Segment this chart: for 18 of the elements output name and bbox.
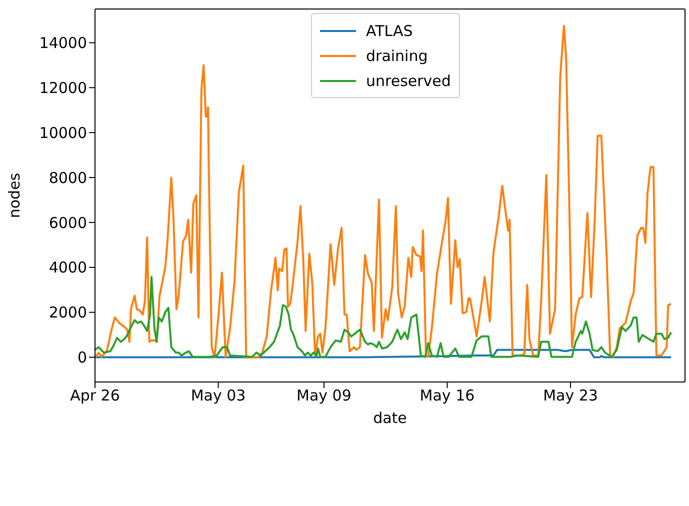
y-tick-label: 12000 [39,78,87,97]
y-axis-title: nodes [5,172,24,218]
legend-label: ATLAS [366,22,413,40]
x-axis-title: date [373,409,407,427]
x-tick-label: May 23 [543,386,598,405]
y-tick-label: 0 [77,348,87,367]
y-tick-label: 6000 [48,214,87,232]
y-tick-label: 14000 [39,34,87,52]
legend-label: draining [366,46,428,64]
y-tick-label: 2000 [48,304,87,322]
y-tick-label: 8000 [48,168,87,187]
legend-label: unreserved [366,72,451,90]
x-tick-label: Apr 26 [70,386,120,405]
x-tick-label: May 09 [296,386,352,405]
y-tick-label: 10000 [39,124,87,142]
x-tick-label: May 16 [420,386,475,405]
y-tick-label: 4000 [48,258,87,277]
x-tick-label: May 03 [190,386,246,405]
